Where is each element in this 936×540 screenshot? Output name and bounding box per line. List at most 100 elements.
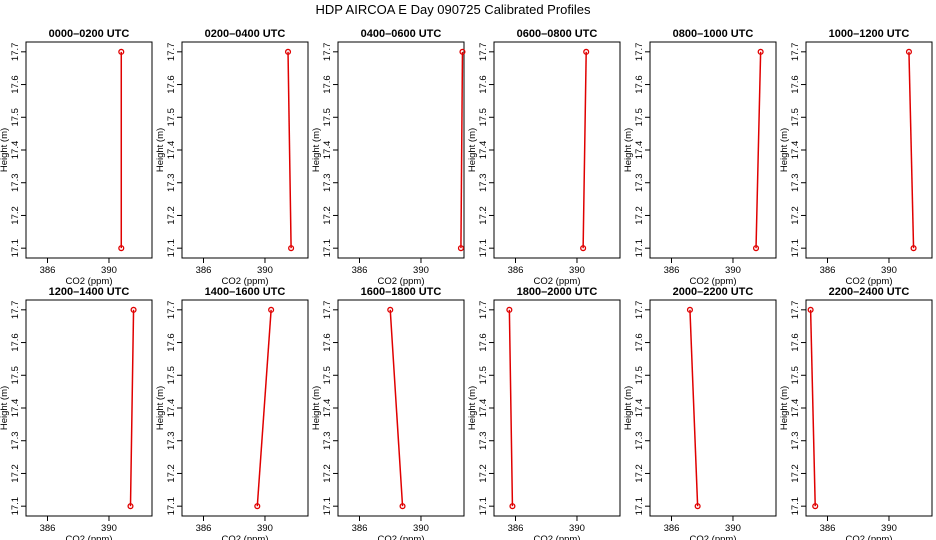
y-tick-label: 17.7 xyxy=(322,43,333,62)
data-point xyxy=(812,503,819,510)
data-point xyxy=(580,245,587,252)
y-tick-label: 17.6 xyxy=(166,75,177,94)
y-tick-label: 17.1 xyxy=(10,497,21,516)
profile-line xyxy=(582,51,587,249)
y-tick-label: 17.4 xyxy=(634,399,645,418)
data-point xyxy=(130,306,137,313)
panel-title: 2200–2400 UTC xyxy=(829,286,910,298)
y-tick-label: 17.1 xyxy=(478,239,489,258)
x-axis-label: CO2 (ppm) xyxy=(222,276,269,287)
plot-frame xyxy=(805,299,933,517)
x-tick-label: 390 xyxy=(881,265,897,276)
data-point xyxy=(807,306,814,313)
panel-4: 0600–0800 UTC 386 390 17.1 17.2 17.3 17.4 17.5 1… xyxy=(467,28,621,287)
y-tick-label: 17.5 xyxy=(10,366,21,385)
profile-line xyxy=(755,51,762,249)
y-tick-label: 17.3 xyxy=(790,431,801,450)
panel-2: 0200–0400 UTC 386 390 17.1 17.2 17.3 17.4 17.5 1… xyxy=(155,28,309,287)
x-tick-label: 390 xyxy=(257,265,273,276)
profile-line xyxy=(287,51,292,249)
y-tick-label: 17.5 xyxy=(166,366,177,385)
y-axis-label: Height (m) xyxy=(311,386,322,430)
y-tick-label: 17.4 xyxy=(790,399,801,418)
y-tick-label: 17.2 xyxy=(478,206,489,225)
profile-line xyxy=(389,309,404,507)
data-point xyxy=(506,306,513,313)
data-point xyxy=(757,48,764,55)
y-tick-label: 17.3 xyxy=(634,431,645,450)
y-tick-label: 17.2 xyxy=(634,206,645,225)
y-tick-label: 17.5 xyxy=(790,108,801,127)
x-axis-label: CO2 (ppm) xyxy=(66,276,113,287)
panel-title: 0400–0600 UTC xyxy=(361,28,442,40)
panel-title: 2000–2200 UTC xyxy=(673,286,754,298)
data-point xyxy=(694,503,701,510)
x-tick-label: 390 xyxy=(725,523,741,534)
data-point xyxy=(118,48,125,55)
panel-8: 1400–1600 UTC 386 390 17.1 17.2 17.3 17.4 17.5 1… xyxy=(155,286,309,540)
y-tick-label: 17.1 xyxy=(10,239,21,258)
y-tick-label: 17.7 xyxy=(10,43,21,62)
x-tick-label: 390 xyxy=(101,265,117,276)
x-axis-label: CO2 (ppm) xyxy=(690,534,737,540)
y-tick-label: 17.1 xyxy=(634,239,645,258)
panel-7: 1200–1400 UTC 386 390 17.1 17.2 17.3 17.4 17.5 1… xyxy=(0,286,153,540)
data-point xyxy=(387,306,394,313)
profile-line xyxy=(129,309,135,507)
y-tick-label: 17.5 xyxy=(634,366,645,385)
y-tick-label: 17.6 xyxy=(10,333,21,352)
profile-line xyxy=(256,309,272,507)
plot-frame xyxy=(493,41,621,259)
panel-9: 1600–1800 UTC 386 390 17.1 17.2 17.3 17.4 17.5 1… xyxy=(311,286,465,540)
y-tick-label: 17.3 xyxy=(166,431,177,450)
y-tick-label: 17.6 xyxy=(790,333,801,352)
y-tick-label: 17.7 xyxy=(634,301,645,320)
y-tick-label: 17.5 xyxy=(322,108,333,127)
panel-title: 1600–1800 UTC xyxy=(361,286,442,298)
plot-frame xyxy=(181,299,309,517)
y-tick-label: 17.2 xyxy=(10,464,21,483)
y-tick-label: 17.5 xyxy=(634,108,645,127)
x-tick-label: 386 xyxy=(40,265,56,276)
data-point xyxy=(127,503,134,510)
panels-grid: 0000–0200 UTC 386 390 17.1 17.2 17.3 17.4 17.5 1… xyxy=(0,28,933,540)
x-axis-label: CO2 (ppm) xyxy=(222,534,269,540)
y-tick-label: 17.7 xyxy=(166,43,177,62)
y-tick-label: 17.7 xyxy=(478,301,489,320)
y-tick-label: 17.4 xyxy=(166,399,177,418)
y-tick-label: 17.7 xyxy=(634,43,645,62)
y-tick-label: 17.4 xyxy=(478,141,489,160)
y-tick-label: 17.4 xyxy=(634,141,645,160)
plot-frame xyxy=(25,41,153,259)
profile-line xyxy=(460,51,464,249)
panel-title: 0000–0200 UTC xyxy=(49,28,130,40)
y-tick-label: 17.7 xyxy=(10,301,21,320)
x-tick-label: 390 xyxy=(413,523,429,534)
y-tick-label: 17.2 xyxy=(634,464,645,483)
y-tick-label: 17.5 xyxy=(10,108,21,127)
profile-line xyxy=(809,309,816,507)
data-point xyxy=(118,245,125,252)
y-tick-label: 17.7 xyxy=(790,43,801,62)
x-axis-label: CO2 (ppm) xyxy=(378,276,425,287)
data-point xyxy=(284,48,292,55)
x-axis-label: CO2 (ppm) xyxy=(66,534,113,540)
y-axis-label: Height (m) xyxy=(779,386,790,430)
data-point xyxy=(254,503,261,510)
y-tick-label: 17.3 xyxy=(166,173,177,192)
y-tick-label: 17.7 xyxy=(166,301,177,320)
x-tick-label: 390 xyxy=(569,523,585,534)
y-tick-label: 17.7 xyxy=(478,43,489,62)
y-tick-label: 17.4 xyxy=(322,399,333,418)
y-tick-label: 17.4 xyxy=(10,399,21,418)
panel-12: 2200–2400 UTC 386 390 17.1 17.2 17.3 17.4 17.5 1… xyxy=(779,286,933,540)
x-tick-label: 390 xyxy=(101,523,117,534)
data-point xyxy=(583,48,590,55)
y-axis-label: Height (m) xyxy=(0,386,10,430)
panel-title: 1200–1400 UTC xyxy=(49,286,130,298)
panel-title: 0200–0400 UTC xyxy=(205,28,286,40)
y-tick-label: 17.2 xyxy=(322,464,333,483)
plot-frame xyxy=(493,299,621,517)
y-tick-label: 17.6 xyxy=(634,333,645,352)
